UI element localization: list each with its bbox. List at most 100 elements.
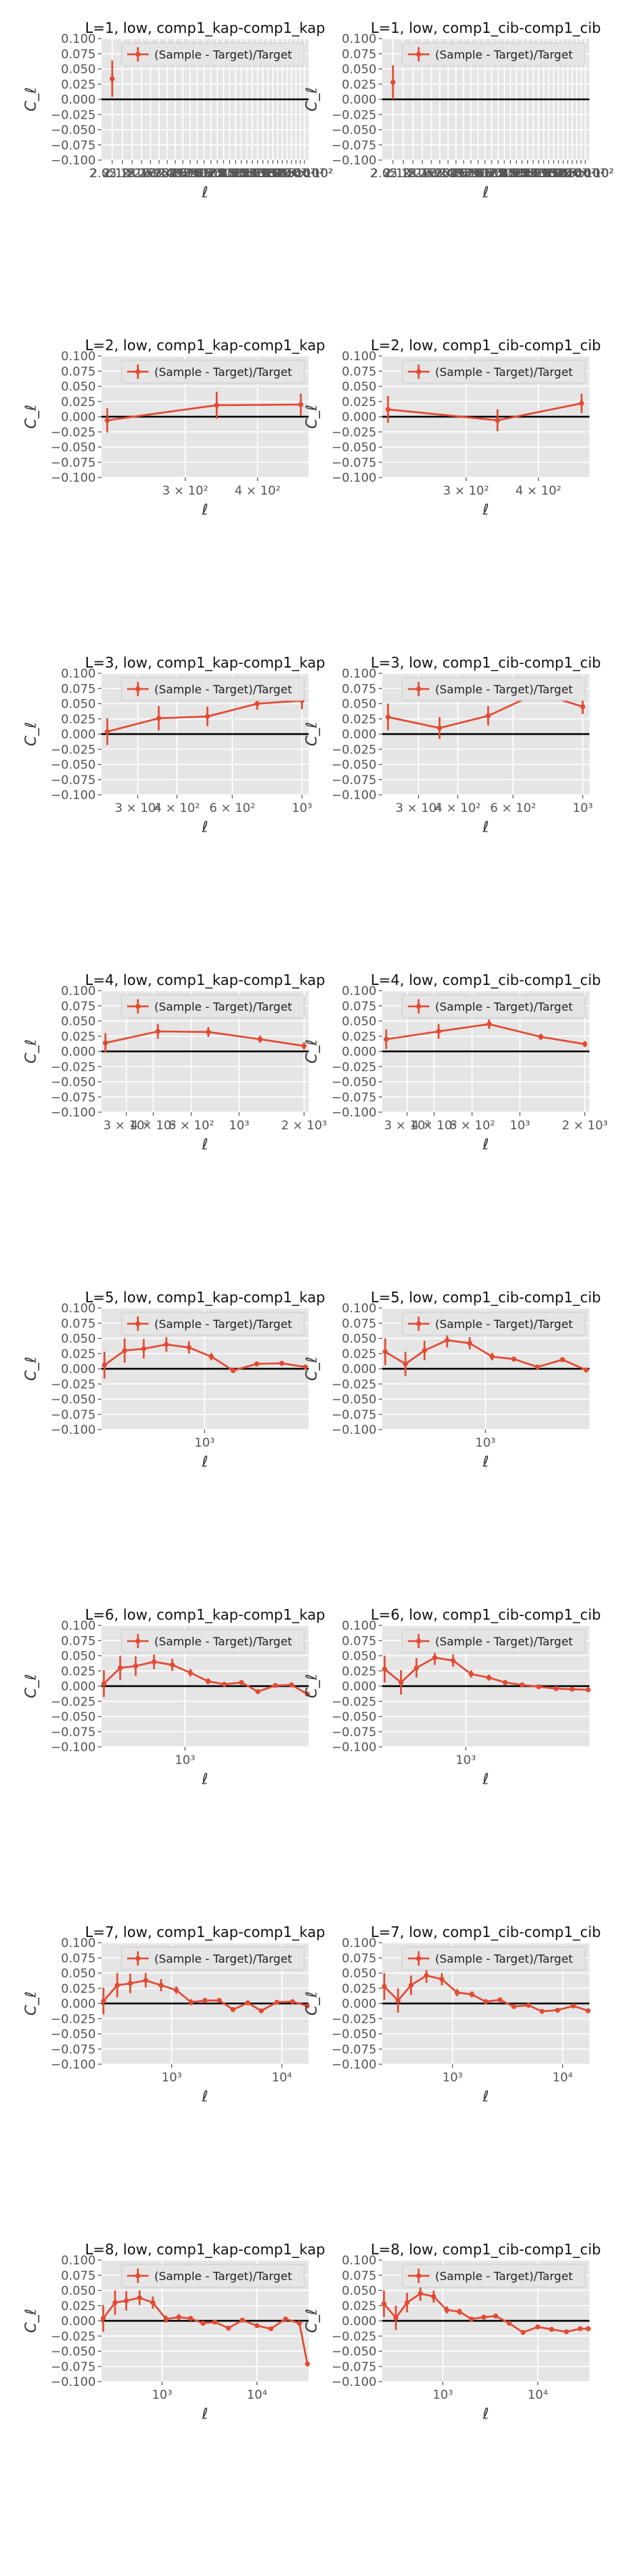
x-tick-label: 3.3 × 10² xyxy=(258,167,316,181)
data-point xyxy=(390,79,396,85)
legend-box xyxy=(121,994,305,1019)
legend-label: (Sample - Target)/Target xyxy=(154,2269,292,2283)
x-tick-label: 10³ xyxy=(509,1119,529,1133)
y-tick-label: 0.100 xyxy=(61,32,96,46)
data-point xyxy=(301,1043,307,1049)
y-tick-label: 0.050 xyxy=(61,1015,96,1029)
data-point xyxy=(239,2317,245,2323)
data-point xyxy=(189,1999,194,2005)
y-tick-label: 0.025 xyxy=(61,78,96,92)
data-point xyxy=(385,714,391,720)
legend-label: (Sample - Target)/Target xyxy=(154,1000,292,1014)
data-point xyxy=(103,1040,109,1046)
data-point xyxy=(487,1021,492,1027)
legend-marker xyxy=(135,1956,141,1961)
y-tick-label: −0.025 xyxy=(332,108,377,122)
x-axis-label: ℓ xyxy=(201,1770,209,1788)
x-axis-label: ℓ xyxy=(482,1453,489,1470)
y-tick-label: −0.025 xyxy=(332,2329,377,2344)
y-axis-label: C_ℓ xyxy=(303,87,321,112)
subplot: L=2, low, comp1_kap-comp1_kap −0.100−0.07… xyxy=(22,337,325,518)
y-tick-label: 0.025 xyxy=(342,713,377,727)
data-point xyxy=(143,1978,149,1983)
data-point xyxy=(414,1665,419,1670)
x-tick-label: 3.05 × 10² xyxy=(511,167,576,181)
x-tick-label: 2.6 × 10² xyxy=(463,167,521,181)
x-axis-label: ℓ xyxy=(201,501,209,518)
y-tick-label: 0.075 xyxy=(61,365,96,379)
data-point xyxy=(114,1983,120,1988)
data-point xyxy=(304,2361,310,2367)
y-tick-label: −0.075 xyxy=(332,2043,377,2057)
data-point xyxy=(150,2300,156,2305)
x-tick-label: 2.95 × 10² xyxy=(501,167,566,181)
x-tick-label: 2.3 × 10² xyxy=(419,167,477,181)
data-point xyxy=(404,2300,410,2305)
data-point xyxy=(164,1342,169,1347)
x-tick-label: 2.1 × 10² xyxy=(384,167,442,181)
y-tick-label: −0.050 xyxy=(332,2345,377,2359)
subplot: L=7, low, comp1_cib-comp1_cib −0.100−0.07… xyxy=(303,1923,601,2105)
y-tick-label: 0.075 xyxy=(61,1317,96,1331)
data-point xyxy=(483,1998,489,2004)
y-tick-label: −0.100 xyxy=(51,154,96,168)
data-point xyxy=(580,704,586,710)
x-tick-label: 10³ xyxy=(291,801,311,816)
y-tick-label: 0.100 xyxy=(342,32,377,46)
data-point xyxy=(124,2298,129,2304)
y-tick-label: −0.075 xyxy=(332,456,377,470)
y-tick-label: 0.100 xyxy=(61,667,96,681)
subplot-title: L=4, low, comp1_kap-comp1_kap xyxy=(85,971,325,989)
data-point xyxy=(109,76,115,81)
x-tick-label: 10³ xyxy=(433,2388,453,2402)
subplot-title: L=6, low, comp1_cib-comp1_cib xyxy=(371,1606,601,1623)
y-tick-label: −0.050 xyxy=(51,2028,96,2042)
y-tick-label: −0.050 xyxy=(51,124,96,138)
legend-label: (Sample - Target)/Target xyxy=(154,1317,292,1331)
data-point xyxy=(559,1357,565,1362)
y-tick-label: −0.100 xyxy=(51,471,96,485)
data-point xyxy=(577,2326,583,2332)
subplot-title: L=4, low, comp1_cib-comp1_cib xyxy=(371,971,601,989)
x-tick-label: 2.85 × 10² xyxy=(489,167,554,181)
legend-marker xyxy=(416,1321,422,1327)
data-point xyxy=(585,2008,591,2013)
y-tick-label: −0.100 xyxy=(332,788,377,803)
data-point xyxy=(534,1364,540,1369)
data-point xyxy=(202,1998,208,2003)
legend-box xyxy=(121,1629,305,1653)
x-tick-label: 2.25 × 10² xyxy=(407,167,472,181)
y-axis-label: C_ℓ xyxy=(303,1991,321,2016)
x-tick-label: 3.4 × 10² xyxy=(548,167,606,181)
y-tick-label: −0.025 xyxy=(332,425,377,440)
y-tick-label: −0.075 xyxy=(51,1091,96,1105)
data-point xyxy=(136,2295,142,2301)
data-point xyxy=(469,1991,475,1997)
data-point xyxy=(212,2319,218,2325)
y-tick-label: 0.025 xyxy=(342,1030,377,1044)
data-point xyxy=(206,1029,211,1035)
subplot: L=1, low, comp1_kap-comp1_kap −0.100−0.07… xyxy=(22,19,333,201)
y-tick-label: 0.100 xyxy=(342,350,377,364)
data-point xyxy=(511,1356,517,1362)
data-point xyxy=(289,1998,295,2004)
x-tick-label: 10³ xyxy=(152,2388,172,2402)
legend-box xyxy=(121,360,305,384)
data-point xyxy=(104,729,110,735)
x-tick-label: 2.7 × 10² xyxy=(476,167,534,181)
legend-label: (Sample - Target)/Target xyxy=(154,683,292,696)
legend-marker xyxy=(416,369,422,375)
legend-marker xyxy=(416,51,422,57)
x-tick-label: 10³ xyxy=(161,2071,181,2085)
legend-label: (Sample - Target)/Target xyxy=(435,2269,573,2283)
data-point xyxy=(402,1361,408,1367)
data-point xyxy=(398,1680,404,1685)
data-point xyxy=(200,2320,206,2326)
subplot-title: L=7, low, comp1_kap-comp1_kap xyxy=(85,1923,325,1941)
x-tick-label: 2.3 × 10² xyxy=(139,167,196,181)
y-tick-label: 0.000 xyxy=(342,2314,377,2329)
data-point xyxy=(141,1346,146,1352)
y-axis-label: C_ℓ xyxy=(22,2309,40,2333)
x-tick-label: 3 × 10² xyxy=(234,167,280,181)
x-axis-label: ℓ xyxy=(482,501,489,518)
